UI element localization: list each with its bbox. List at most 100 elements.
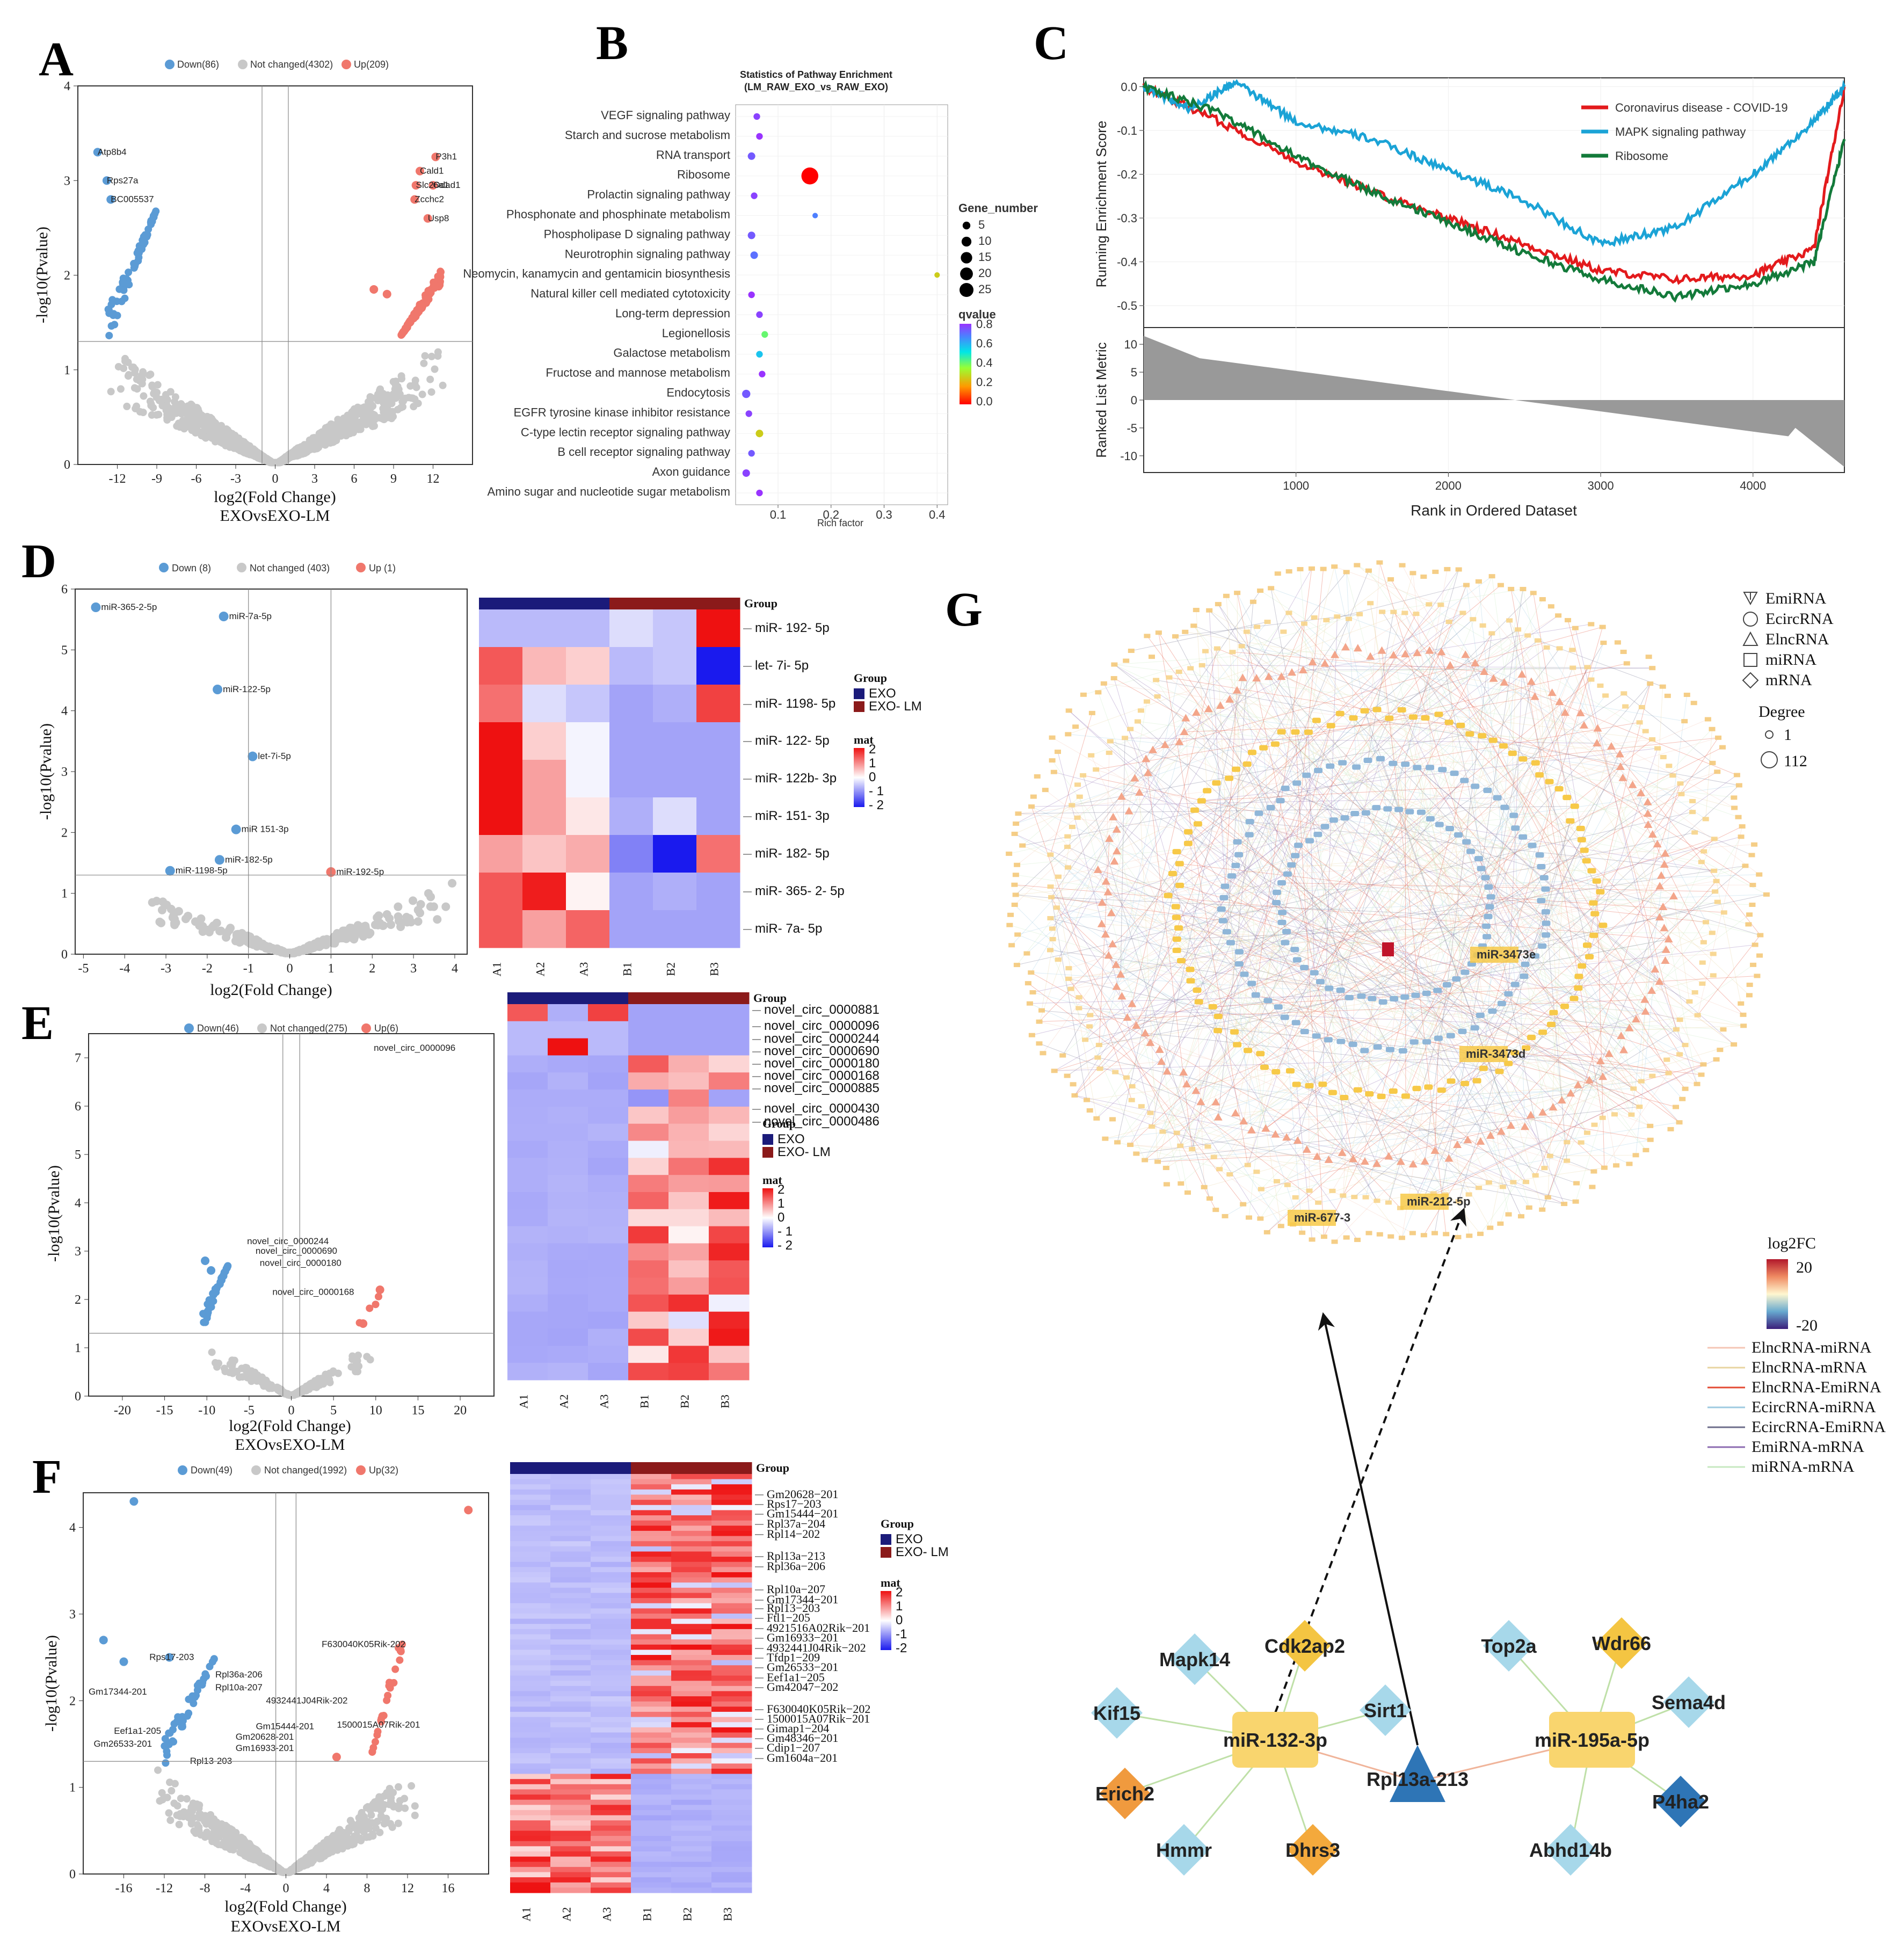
heat-cell bbox=[709, 1346, 750, 1363]
heat-cell bbox=[507, 1072, 548, 1090]
point-nc bbox=[242, 936, 251, 946]
heat-cell bbox=[671, 1681, 712, 1687]
mat-tick-label: 1 bbox=[869, 756, 876, 771]
point-up bbox=[391, 1665, 399, 1673]
heat-cell bbox=[510, 1795, 551, 1800]
heat-cell bbox=[671, 1851, 712, 1857]
heat-cell bbox=[510, 1882, 551, 1888]
heat-cell bbox=[631, 1717, 672, 1723]
heat-cell bbox=[631, 1665, 672, 1671]
network-node bbox=[1374, 1198, 1380, 1203]
point-nc bbox=[152, 411, 161, 419]
heat-cell bbox=[591, 1546, 631, 1552]
x-tick-label: 9 bbox=[390, 472, 397, 486]
row-label: Rpl36a−206 bbox=[767, 1559, 825, 1573]
heat-cell bbox=[671, 1753, 712, 1759]
y-tick-label: 0.0 bbox=[1121, 80, 1137, 93]
heat-cell bbox=[671, 1686, 712, 1691]
heat-cell bbox=[696, 760, 740, 798]
heat-cell bbox=[709, 1328, 750, 1346]
subtitle-b: (LM_RAW_EXO_vs_RAW_EXO) bbox=[744, 82, 888, 92]
point-nc bbox=[348, 1355, 357, 1363]
heat-cell bbox=[711, 1639, 752, 1645]
legend-group-lm bbox=[762, 1147, 773, 1158]
group-bar-cell bbox=[671, 1462, 712, 1474]
heat-cell bbox=[711, 1748, 752, 1754]
x-tick-label: -6 bbox=[191, 472, 202, 486]
heat-cell bbox=[591, 1500, 631, 1506]
heat-cell bbox=[548, 1072, 588, 1090]
y-tick-label: 3 bbox=[64, 174, 70, 188]
point-up bbox=[417, 300, 425, 308]
point-nc bbox=[323, 430, 331, 438]
heat-cell bbox=[591, 1815, 631, 1821]
network-node bbox=[1309, 1237, 1316, 1242]
heat-cell bbox=[631, 1577, 672, 1583]
y-tick-label: 7 bbox=[75, 1051, 81, 1065]
heat-cell bbox=[510, 1567, 551, 1573]
heat-cell bbox=[507, 1004, 548, 1022]
ylabel-e: -log10(Pvalue) bbox=[45, 1165, 63, 1262]
network-node bbox=[1588, 622, 1595, 627]
point-label: Gm17344-201 bbox=[89, 1687, 147, 1697]
y-tick-label: 6 bbox=[61, 583, 68, 597]
heat-cell bbox=[510, 1836, 551, 1842]
heat-cell bbox=[711, 1836, 752, 1842]
heat-cell bbox=[671, 1484, 712, 1490]
point-nc bbox=[345, 931, 354, 940]
heat-cell bbox=[510, 1846, 551, 1852]
heat-cell bbox=[671, 1701, 712, 1707]
point-nc bbox=[394, 917, 403, 926]
point-down bbox=[177, 1714, 185, 1722]
network-node bbox=[1315, 1200, 1322, 1205]
point-nc bbox=[418, 390, 426, 398]
heat-cell bbox=[671, 1557, 712, 1563]
point-nc bbox=[433, 915, 442, 924]
heat-cell bbox=[507, 1226, 548, 1244]
point-up bbox=[424, 287, 432, 295]
mat-colorbar bbox=[854, 748, 864, 807]
legend-up-e: Up(6) bbox=[374, 1023, 398, 1034]
network-node bbox=[1036, 1041, 1043, 1046]
heat-cell bbox=[631, 1789, 672, 1795]
heat-cell bbox=[631, 1795, 672, 1800]
x-tick-label: 0 bbox=[283, 1882, 289, 1895]
heat-cell bbox=[510, 1541, 551, 1547]
column-label: A3 bbox=[577, 962, 591, 977]
network-node bbox=[1681, 719, 1688, 724]
point-nc bbox=[330, 1844, 338, 1852]
heat-cell bbox=[479, 647, 523, 685]
heat-cell bbox=[550, 1795, 591, 1800]
point-nc bbox=[295, 447, 303, 455]
heat-cell bbox=[696, 873, 740, 911]
network-node bbox=[1626, 1161, 1633, 1166]
heat-cell bbox=[709, 1294, 750, 1312]
heat-cell bbox=[522, 722, 566, 760]
heat-cell bbox=[631, 1670, 672, 1676]
network-node bbox=[1517, 1214, 1524, 1219]
row-label: Rpl14−202 bbox=[767, 1527, 820, 1541]
network-node bbox=[1029, 990, 1036, 995]
network-node bbox=[1735, 783, 1742, 788]
network-node bbox=[1756, 953, 1763, 958]
heat-cell bbox=[671, 1711, 712, 1718]
network-node bbox=[1308, 566, 1315, 571]
heat-cell bbox=[628, 1363, 669, 1381]
network-node bbox=[1420, 1233, 1427, 1238]
x-tick-label: -15 bbox=[156, 1404, 173, 1418]
network-node bbox=[1477, 1231, 1484, 1236]
network-node bbox=[1738, 834, 1745, 839]
heat-cell bbox=[668, 1328, 709, 1346]
network-node bbox=[1212, 1208, 1219, 1212]
point-nc bbox=[254, 940, 263, 949]
point-label: Usp8 bbox=[428, 213, 449, 223]
color-legend-label: 0.2 bbox=[976, 375, 993, 389]
heat-cell bbox=[591, 1577, 631, 1583]
heat-cell bbox=[548, 1294, 588, 1312]
heat-cell bbox=[510, 1582, 551, 1588]
point-nc bbox=[365, 1825, 373, 1833]
point-down bbox=[141, 231, 149, 239]
heat-cell bbox=[628, 1141, 669, 1158]
network-node bbox=[1123, 658, 1130, 663]
legend-group-exo bbox=[881, 1534, 891, 1545]
